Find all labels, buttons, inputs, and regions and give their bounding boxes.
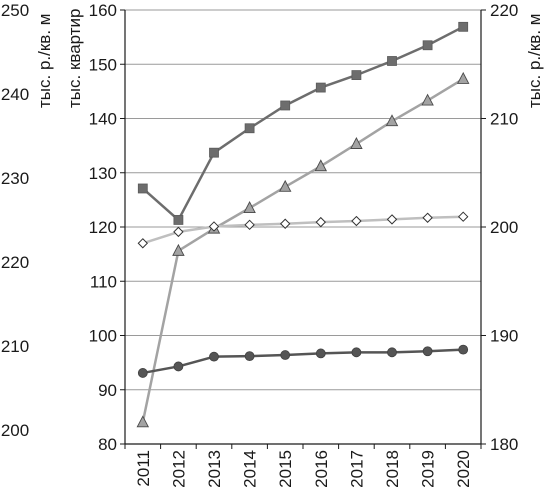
data-point-square — [280, 100, 291, 111]
data-point-square — [387, 56, 397, 66]
data-point-circle — [422, 346, 433, 357]
x-tick-label: 2019 — [419, 450, 438, 488]
outer-left-tick-label: 250 — [1, 1, 29, 20]
outer-left-tick-label: 220 — [1, 253, 29, 272]
data-point-triangle — [172, 243, 185, 256]
data-point-diamond — [315, 216, 327, 228]
data-point-square — [351, 70, 362, 80]
inner-left-tick-label: 130 — [89, 164, 117, 183]
series-line-circle — [142, 348, 464, 375]
data-point-diamond — [386, 214, 398, 225]
inner-left-ticks: 80 90 100 110 120 130 140 150 160 — [89, 1, 125, 454]
inner-left-tick-label: 160 — [89, 1, 117, 20]
grid-lines — [125, 9, 481, 445]
data-point-triangle — [350, 137, 363, 149]
right-ticks: 180 190 200 210 220 — [481, 1, 518, 454]
data-point-square — [458, 21, 469, 32]
inner-left-tick-label: 140 — [89, 110, 117, 129]
inner-left-tick-label: 110 — [90, 272, 117, 291]
data-point-diamond — [457, 211, 469, 222]
outer-left-tick-label: 200 — [1, 421, 29, 440]
x-tick-label: 2016 — [312, 450, 331, 488]
data-point-triangle — [385, 114, 399, 127]
data-point-circle — [458, 344, 469, 355]
data-point-circle — [315, 348, 326, 359]
x-tick-label: 2012 — [169, 450, 188, 488]
data-point-circle — [137, 368, 148, 378]
data-point-square — [173, 215, 184, 225]
data-point-square — [137, 183, 148, 194]
data-point-diamond — [422, 212, 433, 223]
series-line-triangle — [141, 77, 464, 423]
x-tick-label: 2018 — [383, 450, 402, 488]
outer-left-tick-label: 240 — [1, 85, 29, 104]
data-point-square — [422, 40, 433, 51]
data-point-triangle — [278, 179, 292, 192]
data-point-triangle — [136, 415, 150, 428]
outer-left-ticks: 200 210 220 230 240 250 — [1, 1, 29, 440]
series-layer — [136, 21, 470, 428]
series-square — [137, 21, 469, 225]
right-tick-label: 180 — [490, 435, 518, 454]
outer-left-axis-title: тыс. р./кв. м — [35, 14, 54, 108]
data-point-diamond — [244, 219, 255, 231]
series-triangle — [136, 71, 470, 428]
data-point-circle — [387, 347, 397, 358]
inner-left-tick-label: 100 — [89, 327, 117, 346]
data-point-diamond — [279, 218, 291, 229]
data-point-triangle — [243, 201, 256, 213]
data-point-triangle — [421, 93, 434, 106]
data-point-diamond — [351, 215, 362, 227]
right-tick-label: 200 — [490, 218, 518, 237]
data-point-square — [315, 82, 326, 93]
inner-left-tick-label: 150 — [89, 55, 117, 74]
inner-left-tick-label: 120 — [89, 218, 117, 237]
data-point-circle — [351, 347, 362, 358]
data-point-diamond — [137, 238, 149, 249]
data-point-square — [244, 123, 255, 134]
inner-left-tick-label: 80 — [98, 435, 117, 454]
series-circle — [137, 344, 469, 378]
outer-left-tick-label: 230 — [1, 169, 29, 188]
data-point-circle — [209, 351, 219, 362]
data-point-circle — [173, 361, 184, 372]
outer-left-tick-label: 210 — [1, 337, 29, 356]
data-point-diamond — [173, 226, 184, 238]
right-axis-title: тыс. р./кв. м — [525, 14, 544, 108]
series-diamond — [137, 211, 469, 249]
x-tick-label: 2011 — [134, 450, 153, 487]
right-tick-label: 220 — [490, 1, 518, 20]
data-point-diamond — [208, 221, 220, 232]
inner-left-tick-label: 90 — [98, 381, 117, 400]
data-point-circle — [280, 350, 291, 360]
right-tick-label: 210 — [490, 110, 518, 129]
x-axis-ticks: 2011 2012 2013 2014 2015 2016 2017 2018 2019 2020 — [124, 444, 482, 488]
x-tick-label: 2013 — [205, 450, 224, 488]
x-tick-label: 2017 — [347, 450, 366, 488]
right-tick-label: 190 — [490, 327, 518, 346]
x-tick-label: 2020 — [454, 450, 473, 488]
data-point-triangle — [456, 71, 470, 84]
series-line-square — [141, 25, 464, 222]
x-tick-label: 2015 — [276, 450, 295, 488]
series-line-diamond — [142, 215, 464, 245]
inner-left-axis-title: тыс. квартир — [65, 8, 84, 108]
data-point-square — [209, 147, 219, 158]
x-tick-label: 2014 — [241, 450, 260, 488]
data-point-circle — [244, 351, 255, 362]
data-point-triangle — [314, 159, 328, 172]
